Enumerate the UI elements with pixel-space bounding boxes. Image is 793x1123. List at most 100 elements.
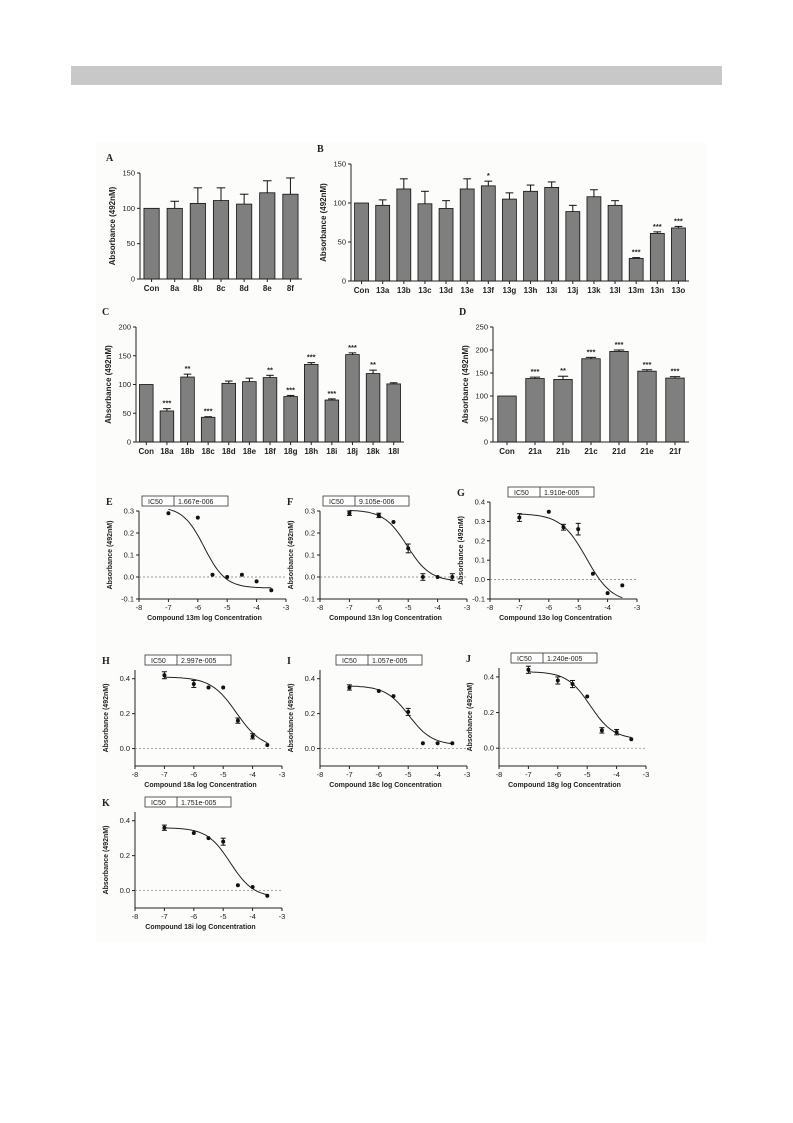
data-point bbox=[166, 511, 171, 516]
dose-response-chart-e: E IC50 1.667e-006 -0.1 0.0 0.1 0.2 0.3 -8 -7 -6 -5 -… bbox=[106, 495, 289, 622]
bar bbox=[671, 227, 686, 282]
fit-curve bbox=[349, 509, 453, 581]
category-label: 21b bbox=[556, 447, 570, 456]
bar bbox=[159, 410, 175, 443]
bar bbox=[242, 381, 257, 443]
category-label: 13j bbox=[567, 286, 578, 295]
category-label: Con bbox=[499, 447, 515, 456]
y-axis-label: Absorbance (492nM) bbox=[319, 183, 328, 262]
x-axis-label: Compound 18c log Concentration bbox=[329, 782, 441, 789]
y-tick-label: 150 bbox=[122, 169, 135, 178]
bar bbox=[236, 203, 253, 280]
ic50-value: 1.910e-005 bbox=[544, 490, 580, 497]
x-tick-label: -5 bbox=[575, 603, 582, 612]
ic50-label: IC50 bbox=[151, 658, 166, 665]
x-tick-label: -7 bbox=[525, 770, 532, 779]
y-tick-label: 0.0 bbox=[124, 573, 134, 582]
data-point bbox=[605, 591, 610, 596]
y-tick-label: 0.2 bbox=[305, 529, 315, 538]
category-label: 13b bbox=[397, 286, 411, 295]
x-tick-label: -4 bbox=[249, 912, 256, 921]
x-tick-label: -7 bbox=[346, 603, 353, 612]
data-point bbox=[206, 685, 211, 690]
bar bbox=[283, 396, 298, 443]
y-axis-label: Absorbance (492nM) bbox=[288, 684, 295, 753]
significance-label: *** bbox=[348, 343, 357, 352]
significance-label: * bbox=[487, 171, 490, 180]
y-tick-label: 100 bbox=[118, 380, 131, 389]
bar bbox=[200, 416, 216, 443]
panel-label: I bbox=[287, 656, 291, 667]
y-tick-label: 50 bbox=[127, 239, 135, 248]
y-tick-label: 0.0 bbox=[305, 744, 315, 753]
x-tick-label: -4 bbox=[613, 770, 620, 779]
panel-label: K bbox=[102, 798, 110, 809]
bar bbox=[396, 188, 412, 282]
x-tick-label: -7 bbox=[161, 770, 168, 779]
x-tick-label: -8 bbox=[132, 912, 139, 921]
bar bbox=[386, 383, 401, 443]
y-tick-label: 150 bbox=[475, 369, 488, 378]
data-point bbox=[221, 839, 226, 844]
data-point bbox=[225, 575, 230, 579]
significance-label: *** bbox=[653, 222, 662, 231]
y-axis-label: Absorbance (492nM) bbox=[467, 683, 474, 752]
data-point bbox=[614, 730, 619, 735]
significance-label: *** bbox=[643, 360, 652, 369]
dose-response-chart-f: F IC50 9.105e-006 -0.1 0.0 0.1 0.2 0.3 -8 -7 -6 -5 -… bbox=[287, 495, 470, 622]
data-point bbox=[239, 572, 244, 577]
category-label: 18a bbox=[160, 447, 174, 456]
y-tick-label: 0.2 bbox=[120, 851, 130, 860]
data-point bbox=[210, 572, 215, 577]
category-label: 13a bbox=[376, 286, 390, 295]
data-point bbox=[391, 694, 396, 699]
bar-chart-b: B 0 50 100 150 Absorbance (492nM) Con 13a 13b 13c… bbox=[317, 144, 689, 295]
category-label: 18d bbox=[222, 447, 236, 456]
y-axis-label: Absorbance (492nM) bbox=[104, 345, 113, 424]
data-point bbox=[265, 893, 270, 898]
category-label: 13k bbox=[587, 286, 601, 295]
y-axis-label: Absorbance (492nM) bbox=[103, 684, 110, 753]
dose-response-chart-i: I IC50 1.057e-005 0.0 0.2 0.4 -8 -7 -6 -5 -4 -3 Abso… bbox=[287, 654, 470, 789]
y-tick-label: 0.4 bbox=[305, 674, 315, 683]
bar-chart-a: A 0 50 100 150 Absorbance (492nM) Con 8a 8b 8c 8d 8… bbox=[106, 153, 302, 293]
category-label: Con bbox=[139, 447, 155, 456]
dose-response-chart-j: J IC50 1.240e-005 0.0 0.2 0.4 -8 -7 -6 -5 -4 -3 Abso… bbox=[466, 652, 649, 789]
x-tick-label: -5 bbox=[220, 770, 227, 779]
y-tick-label: 0.3 bbox=[475, 517, 485, 526]
data-point bbox=[376, 513, 381, 518]
bar bbox=[438, 208, 454, 282]
bar bbox=[345, 354, 360, 443]
data-point bbox=[235, 883, 240, 888]
category-label: 18j bbox=[347, 447, 358, 456]
bar bbox=[523, 190, 538, 282]
category-label: 18e bbox=[243, 447, 257, 456]
x-tick-label: -5 bbox=[224, 603, 231, 612]
y-tick-label: 250 bbox=[475, 323, 488, 332]
category-label: 18k bbox=[366, 447, 380, 456]
x-tick-label: -3 bbox=[283, 603, 290, 612]
significance-label: *** bbox=[163, 399, 172, 408]
data-point bbox=[620, 583, 625, 588]
category-label: 18l bbox=[388, 447, 399, 456]
data-point bbox=[347, 511, 352, 516]
bar bbox=[259, 192, 276, 280]
x-tick-label: -8 bbox=[136, 603, 143, 612]
ic50-value: 1.751e-005 bbox=[181, 800, 217, 807]
y-tick-label: 0.1 bbox=[475, 556, 485, 565]
bar bbox=[497, 395, 517, 443]
y-tick-label: 0.0 bbox=[120, 886, 130, 895]
dose-response-chart-g: G IC50 1.910e-005 -0.1 0.0 0.1 0.2 0.3 0.4 -8 -7 -6… bbox=[457, 486, 640, 622]
bar bbox=[628, 257, 644, 282]
category-label: 21e bbox=[640, 447, 654, 456]
bar bbox=[262, 377, 278, 443]
data-point bbox=[250, 885, 255, 890]
y-tick-label: 150 bbox=[333, 160, 346, 169]
category-label: 8e bbox=[263, 284, 272, 293]
category-label: 21f bbox=[669, 447, 681, 456]
bar bbox=[649, 233, 665, 282]
category-label: 13h bbox=[524, 286, 538, 295]
x-tick-label: -7 bbox=[346, 770, 353, 779]
x-tick-label: -8 bbox=[317, 770, 324, 779]
bar bbox=[365, 373, 381, 443]
